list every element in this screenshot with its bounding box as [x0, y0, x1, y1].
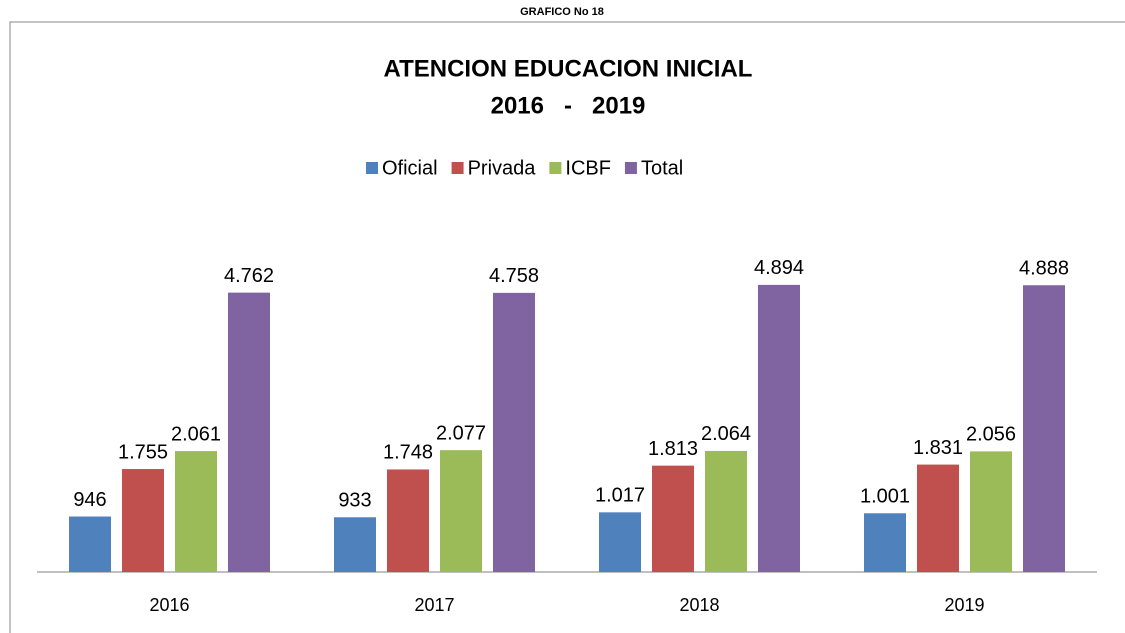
bar	[599, 512, 641, 572]
legend-swatch	[451, 162, 464, 174]
x-tick-label: 2017	[414, 595, 454, 615]
value-label: 1.001	[860, 486, 910, 508]
legend-label: ICBF	[565, 157, 611, 179]
legend-label: Privada	[468, 157, 537, 179]
value-label: 946	[73, 489, 106, 511]
value-label: 1.831	[913, 437, 963, 459]
x-tick-label: 2019	[944, 595, 984, 615]
bar	[228, 292, 270, 572]
legend-label: Total	[641, 157, 683, 179]
legend-label: Oficial	[382, 157, 438, 179]
value-label: 4.888	[1019, 258, 1069, 280]
bar	[864, 513, 906, 572]
bar	[440, 450, 482, 572]
bar	[652, 465, 694, 572]
value-label: 1.748	[383, 442, 433, 464]
value-label: 4.758	[489, 265, 539, 287]
bar	[493, 292, 535, 572]
value-label: 1.755	[118, 441, 168, 463]
bar	[175, 451, 217, 572]
bar	[705, 450, 747, 572]
x-tick-label: 2018	[679, 595, 719, 615]
value-label: 4.894	[754, 257, 804, 279]
value-label: 933	[338, 490, 371, 512]
value-label: 1.813	[648, 438, 698, 460]
legend-swatch	[366, 162, 378, 174]
value-label: 2.061	[171, 423, 221, 445]
bar	[1023, 285, 1065, 572]
bar	[334, 517, 376, 572]
x-tick-label: 2016	[149, 595, 189, 615]
chart-border	[9, 21, 1125, 633]
bar	[758, 284, 800, 572]
bar	[970, 451, 1012, 572]
chart-subtitle: 2016 - 2019	[491, 92, 646, 119]
legend-swatch	[624, 162, 637, 174]
chart-header: GRAFICO No 18	[520, 6, 604, 18]
legend-swatch	[549, 162, 562, 174]
value-label: 2.077	[436, 422, 486, 444]
value-label: 4.762	[224, 265, 274, 287]
value-label: 1.017	[595, 485, 645, 507]
bar	[69, 516, 111, 572]
value-label: 2.064	[701, 423, 751, 445]
bar	[387, 469, 429, 572]
value-label: 2.056	[966, 424, 1016, 446]
bar	[917, 464, 959, 572]
chart-title: ATENCION EDUCACION INICIAL	[384, 55, 753, 82]
bar	[122, 469, 164, 572]
